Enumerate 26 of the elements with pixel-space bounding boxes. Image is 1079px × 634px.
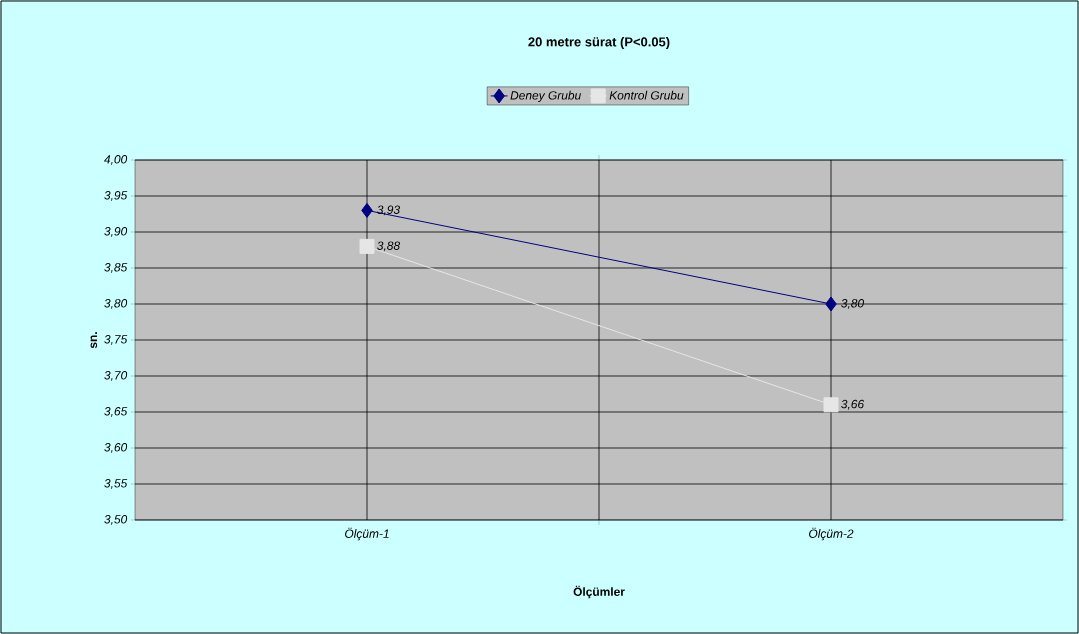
y-tick-label: 4,00 xyxy=(104,155,128,165)
y-tick-label: 3,85 xyxy=(104,263,128,273)
y-tick-label: 3,90 xyxy=(104,227,128,237)
data-label: 3,88 xyxy=(377,241,401,252)
y-tick-label: 3,50 xyxy=(104,515,128,525)
y-tick-label: 3,60 xyxy=(104,443,128,453)
y-tick-label: 3,70 xyxy=(104,371,128,381)
y-tick-label: 3,55 xyxy=(104,479,128,489)
point xyxy=(825,296,837,312)
data-label: 3,80 xyxy=(841,299,864,309)
y-tick-label: 3,65 xyxy=(104,407,128,417)
y-tick-label: 3,75 xyxy=(104,335,128,345)
y-axis-title: sn. xyxy=(90,332,98,349)
legend-label: Kontrol Grubu xyxy=(609,90,684,100)
point xyxy=(823,397,839,413)
x-tick-label: Ölçüm-2 xyxy=(809,527,854,541)
y-tick-label: 3,95 xyxy=(104,191,128,201)
point xyxy=(359,238,375,254)
data-label: 3,93 xyxy=(377,205,400,216)
chart-title: 20 metre sürat (P<0.05) xyxy=(528,36,670,50)
legend-label: Deney Grubu xyxy=(510,90,581,102)
x-tick-label: Ölçüm-1 xyxy=(345,527,389,541)
y-tick-label: 3,80 xyxy=(104,299,128,309)
data-label: 3,66 xyxy=(841,399,865,410)
x-axis-title: Ölçümler xyxy=(573,585,625,599)
point xyxy=(361,202,373,218)
